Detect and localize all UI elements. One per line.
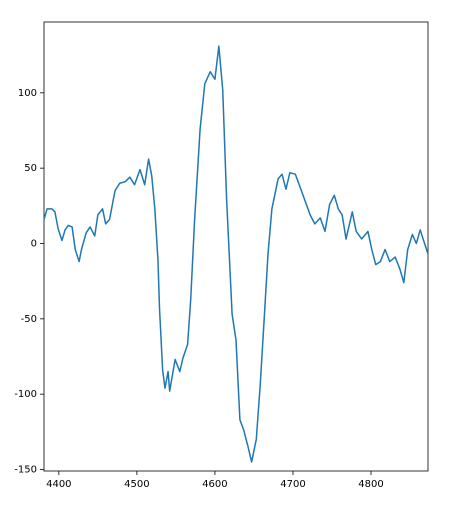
- y-tick-label: 50: [24, 163, 37, 174]
- y-tick-label: -100: [14, 389, 37, 400]
- y-tick-label: -150: [14, 464, 37, 475]
- x-tick-label: 4500: [124, 479, 149, 490]
- x-tick-label: 4700: [280, 479, 305, 490]
- x-tick-label: 4800: [358, 479, 383, 490]
- y-tick-label: 0: [31, 238, 37, 249]
- x-tick-label: 4400: [46, 479, 71, 490]
- y-tick-label: -50: [21, 314, 37, 325]
- data-line: [43, 45, 429, 463]
- axes-frame: [43, 21, 429, 472]
- x-tick-label: 4600: [202, 479, 227, 490]
- y-tick-label: 100: [18, 88, 37, 99]
